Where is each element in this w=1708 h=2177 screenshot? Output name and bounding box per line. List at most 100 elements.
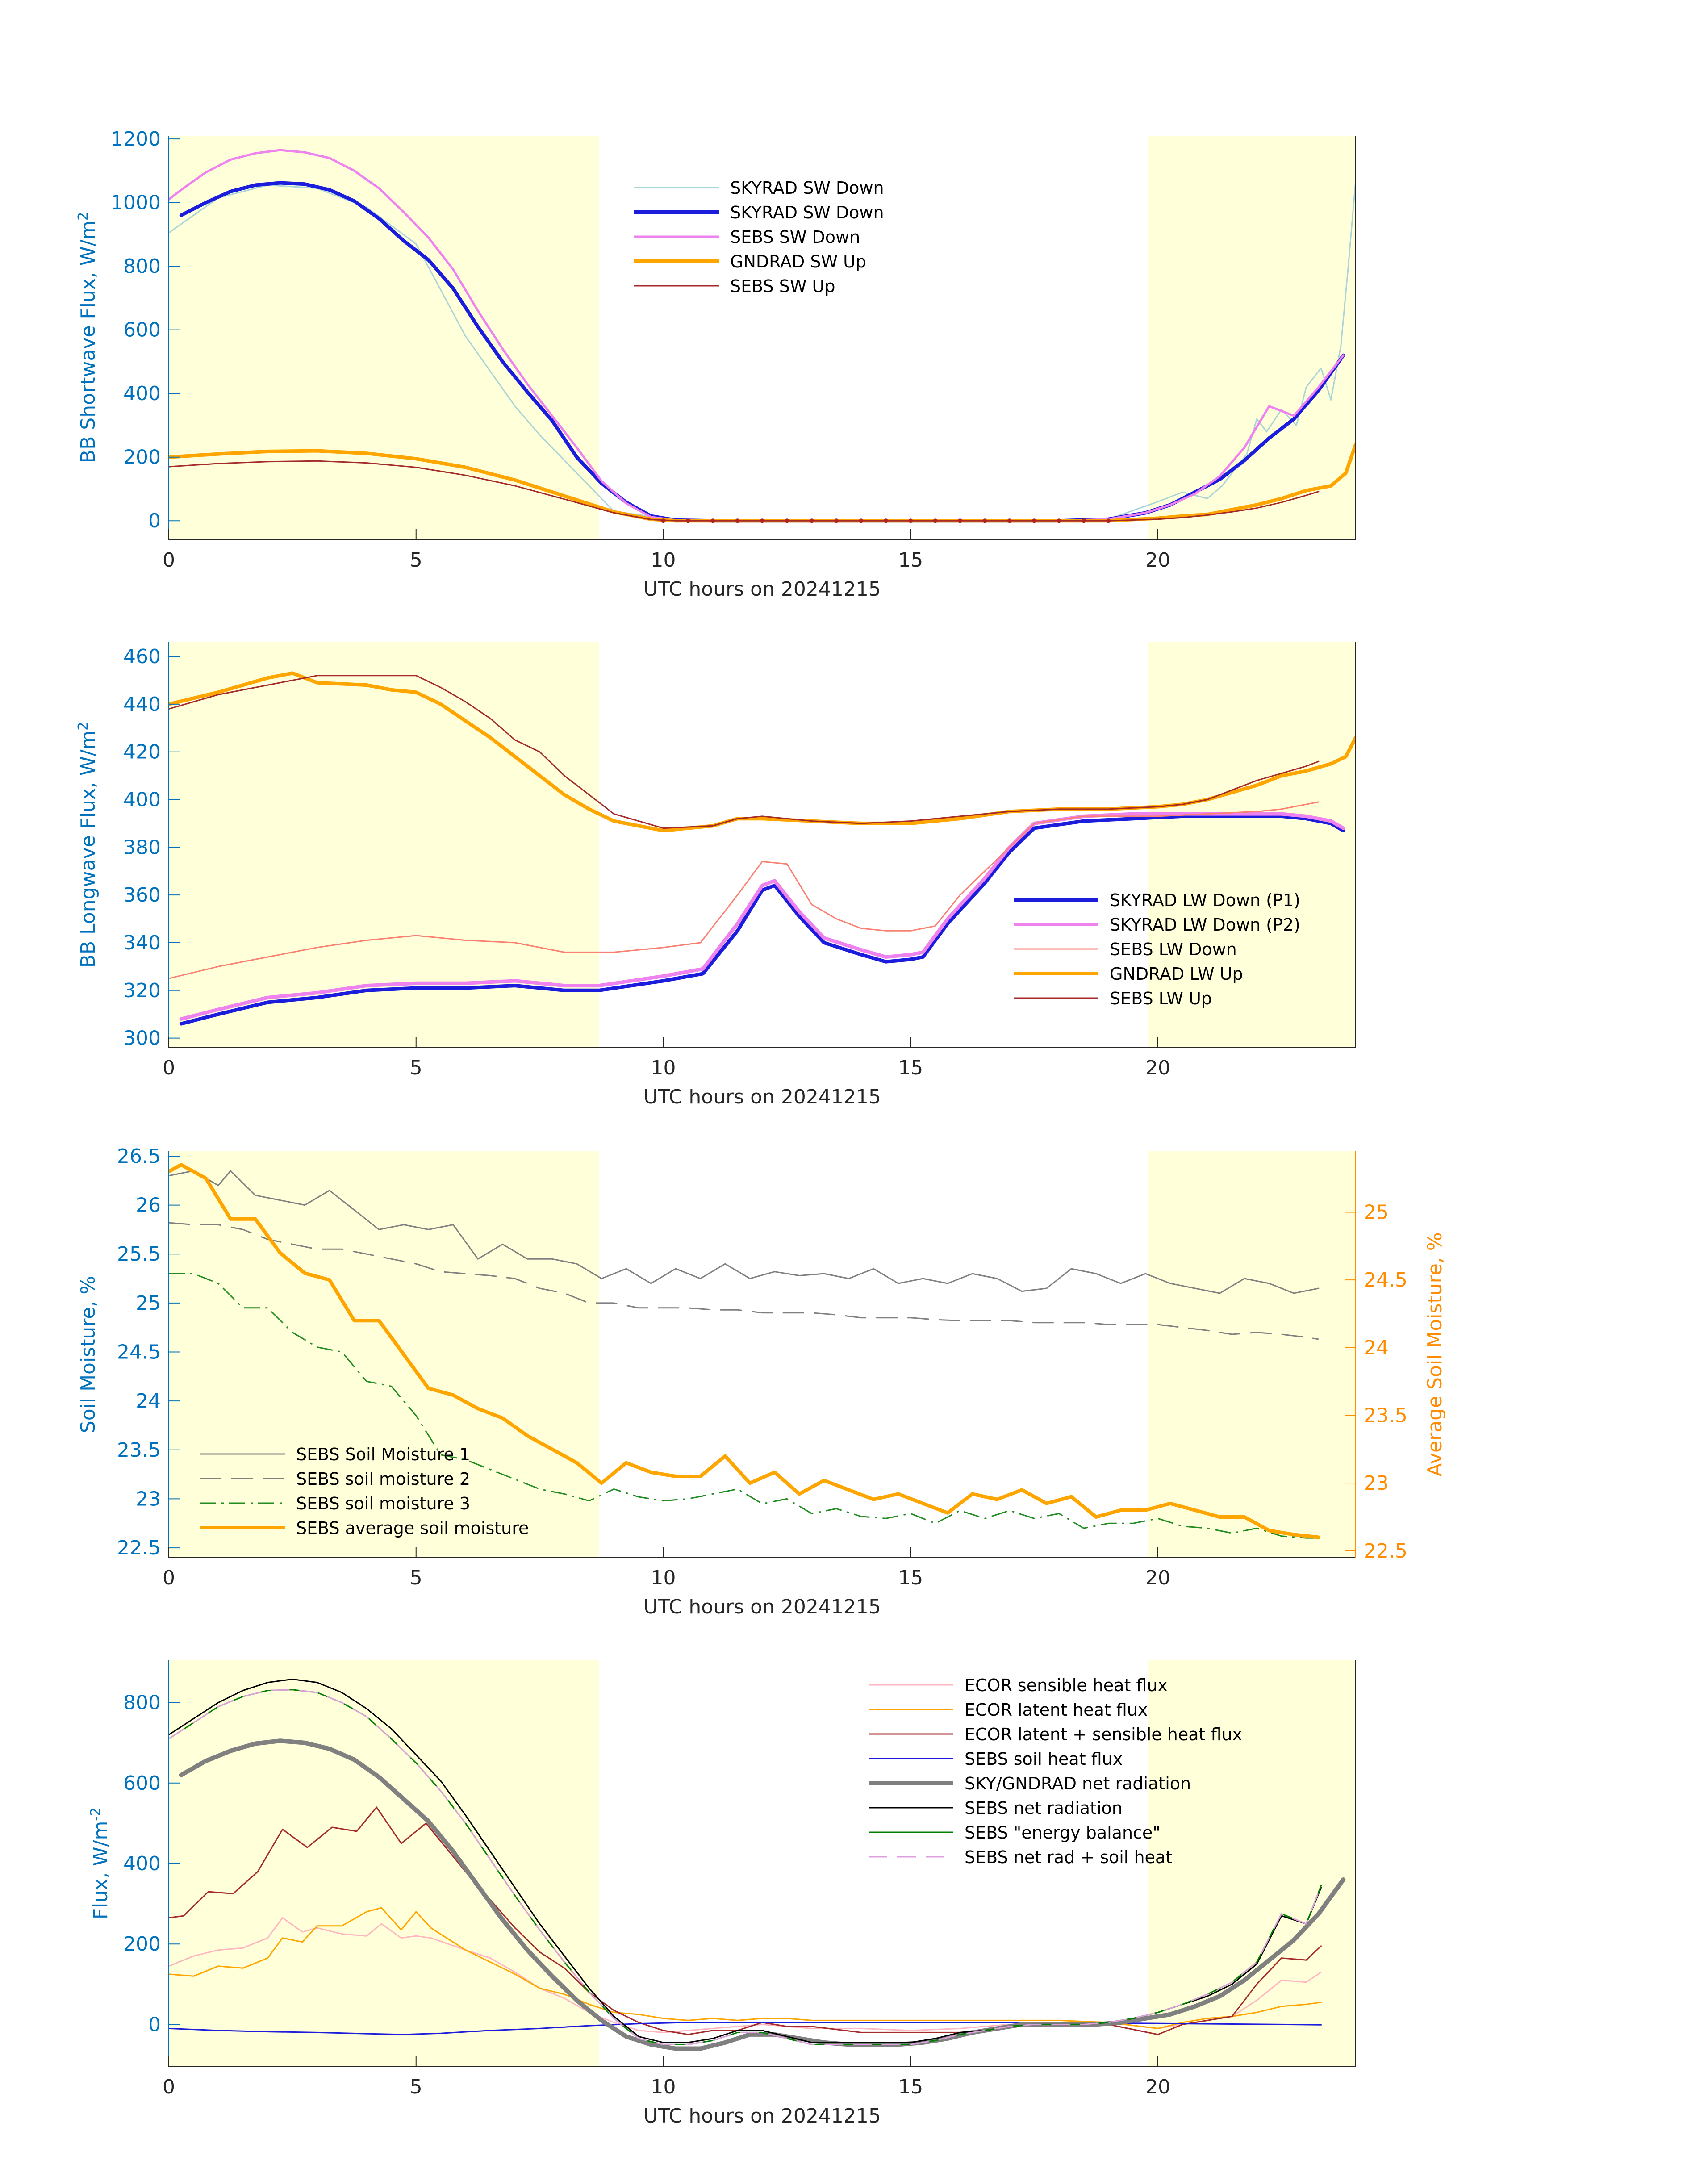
right-y-tick-label: 24.5 (1364, 1269, 1407, 1291)
panel-soil-moisture: Soil Moisture, % Average Soil Moisture, … (77, 1145, 1446, 1618)
legend-entry-label: SEBS soil moisture 2 (296, 1469, 470, 1489)
legend-entry-label: SKYRAD SW Down (730, 203, 884, 222)
right-y-tick-label: 24 (1364, 1337, 1389, 1359)
x-tick-label: 15 (898, 1057, 923, 1079)
legend-entry-label: SEBS LW Down (1110, 940, 1237, 959)
y-tick-label: 23 (136, 1488, 161, 1510)
daylight-shading-band (1148, 1660, 1356, 2067)
y-tick-label: 25.5 (117, 1243, 161, 1266)
legend: SKYRAD SW Down SKYRAD SW Down SEBS SW Down… (634, 178, 884, 296)
data-point-marker (908, 518, 913, 523)
legend-entry-label: GNDRAD SW Up (730, 252, 866, 272)
legend-entry-label: ECOR latent heat flux (965, 1700, 1148, 1720)
x-tick-label: 0 (163, 1567, 175, 1589)
series-line-skyrad-lw-down-p1 (179, 814, 1345, 1026)
legend: SEBS Soil Moisture 1 SEBS soil moisture 2… (200, 1445, 529, 1538)
x-tick-label: 5 (410, 549, 422, 572)
data-point-marker (785, 518, 789, 523)
x-tick-label: 20 (1145, 2076, 1170, 2098)
legend-entry-label: GNDRAD LW Up (1110, 964, 1243, 984)
data-point-marker (883, 518, 888, 523)
series-line-skyrad-sw-down (169, 180, 1356, 522)
x-tick-label: 15 (898, 549, 923, 572)
legend: ECOR sensible heat flux ECOR latent heat … (869, 1676, 1242, 1867)
y-tick-label: 24 (136, 1390, 161, 1412)
x-tick-label: 20 (1145, 1567, 1170, 1589)
panel-energy-flux: Flux, W/m-2 0 5 10 15 20 UTC hours on 2024121… (88, 1660, 1356, 2127)
legend-entry-label: SEBS SW Up (730, 276, 835, 296)
legend-entry-label: SKYRAD LW Down (P1) (1110, 890, 1300, 910)
y-tick-label: 200 (123, 1933, 161, 1956)
right-y-tick-label: 25 (1364, 1201, 1389, 1224)
daylight-shading-band (1148, 136, 1356, 540)
y-tick-label: 360 (123, 884, 161, 907)
legend-entry-label: SEBS net rad + soil heat (965, 1847, 1172, 1867)
panel-energy-flux-y-label: Flux, W/m-2 (88, 1808, 112, 1920)
legend-entry-label: ECOR latent + sensible heat flux (965, 1725, 1242, 1744)
data-point-marker (1081, 518, 1086, 523)
data-point-marker (1032, 518, 1037, 523)
data-point-marker (1057, 518, 1061, 523)
x-tick-label: 0 (163, 2076, 175, 2098)
y-tick-label: 380 (123, 836, 161, 859)
right-y-tick-label: 23.5 (1364, 1404, 1407, 1427)
y-tick-label: 460 (123, 645, 161, 668)
data-point-marker (958, 518, 962, 523)
x-tick-label: 0 (163, 549, 175, 572)
x-tick-label: 5 (410, 1567, 422, 1589)
x-tick-label: 10 (651, 1567, 676, 1589)
series-line-ecor-latent-sensible-heat-flux (169, 1806, 1322, 2035)
data-point-marker (1007, 518, 1012, 523)
data-point-marker (661, 518, 666, 523)
panel-soil-moisture-right-y-label: Average Soil Moisture, % (1424, 1232, 1446, 1476)
panel-longwave: BB Longwave Flux, W/m2 0 5 10 15 20 UTC hours… (75, 642, 1356, 1108)
daylight-shading-band (169, 642, 599, 1048)
data-point-marker (760, 518, 764, 523)
daylight-shading-band (1148, 642, 1356, 1048)
data-point-marker (685, 518, 690, 523)
x-tick-label: 5 (410, 1057, 422, 1079)
series-line-sebs-soil-moisture-3 (169, 1273, 1319, 1539)
y-tick-label: 0 (148, 2013, 161, 2036)
series-line-sebs-average-soil-moisture (169, 1163, 1320, 1539)
series-line-sky-gndrad-net-radiation (179, 1738, 1346, 2051)
y-tick-label: 400 (123, 382, 161, 405)
y-tick-label: 420 (123, 741, 161, 764)
panel-soil-moisture-y-label: Soil Moisture, % (77, 1276, 100, 1433)
y-tick-label: 440 (123, 693, 161, 716)
legend-entry-label: SEBS SW Down (730, 227, 860, 247)
panel-shortwave-y-label: BB Shortwave Flux, W/m2 (75, 212, 100, 463)
data-point-marker (933, 518, 938, 523)
data-point-marker (859, 518, 864, 523)
series-line-sebs-sw-up (169, 460, 1320, 522)
panel-shortwave: BB Shortwave Flux, W/m2 0 5 10 15 20 UTC hour… (75, 128, 1356, 601)
series-line-sebs-lw-up (169, 675, 1320, 829)
x-tick-label: 10 (651, 1057, 676, 1079)
x-tick-label: 20 (1145, 549, 1170, 572)
y-tick-label: 600 (123, 1772, 161, 1795)
legend-entry-label: SEBS Soil Moisture 1 (296, 1445, 470, 1464)
right-y-tick-label: 22.5 (1364, 1540, 1407, 1563)
x-axis-label: UTC hours on 20241215 (643, 1086, 881, 1108)
x-tick-label: 15 (898, 1567, 923, 1589)
y-tick-label: 300 (123, 1027, 161, 1050)
x-axis-label: UTC hours on 20241215 (643, 1596, 881, 1618)
x-axis-label: UTC hours on 20241215 (643, 2105, 881, 2127)
y-tick-label: 800 (123, 255, 161, 278)
x-axis-label: UTC hours on 20241215 (643, 578, 881, 601)
y-tick-label: 200 (123, 446, 161, 469)
y-tick-label: 600 (123, 319, 161, 342)
legend-entry-label: SEBS average soil moisture (296, 1518, 529, 1538)
series-line-sebs-sw-down (169, 149, 1345, 522)
legend-entry-label: SEBS net radiation (965, 1798, 1123, 1818)
series-line-sebs-soil-heat-flux (169, 2022, 1322, 2035)
legend-entry-label: SKYRAD SW Down (730, 178, 884, 198)
data-point-marker (1106, 518, 1111, 523)
y-tick-label: 1000 (111, 192, 161, 214)
y-tick-label: 320 (123, 979, 161, 1002)
daylight-shading-band (169, 1660, 599, 2067)
y-tick-label: 24.5 (117, 1341, 161, 1364)
y-tick-label: 800 (123, 1692, 161, 1714)
x-tick-label: 0 (163, 1057, 175, 1079)
